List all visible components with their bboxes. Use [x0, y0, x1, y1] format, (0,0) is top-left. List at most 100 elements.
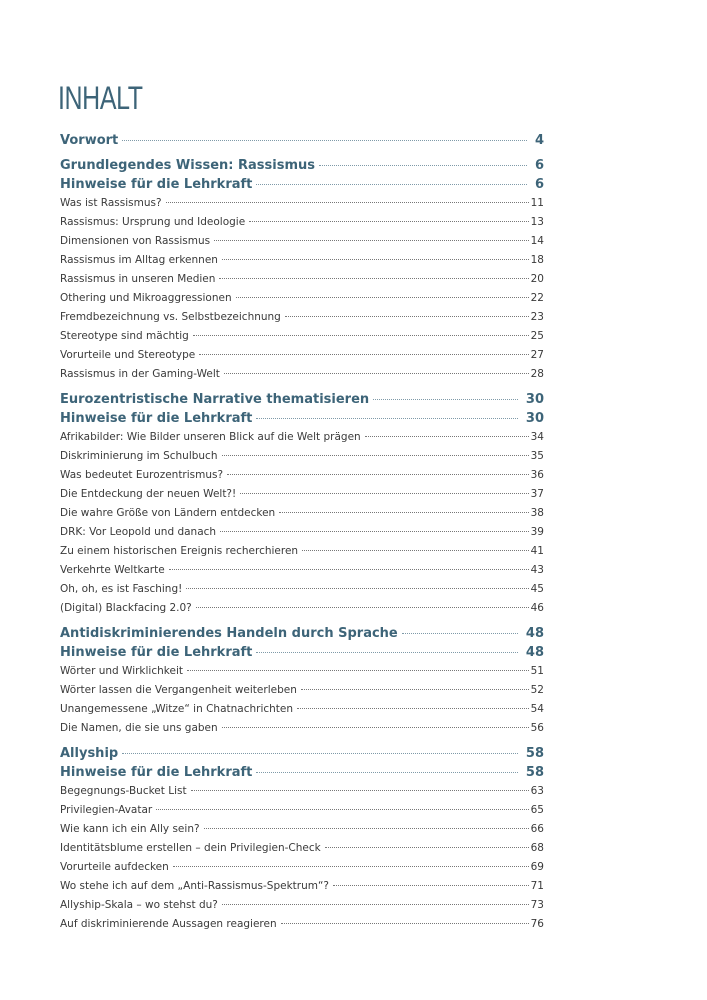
entry-label: Rassismus in der Gaming-Welt	[60, 368, 220, 380]
entry-label: Hinweise für die Lehrkraft	[60, 411, 253, 426]
page-number: 68	[530, 842, 544, 854]
page-number: 13	[530, 216, 544, 228]
toc-entry[interactable]: Die wahre Größe von Ländern entdecken 38	[60, 504, 544, 523]
dot-leader	[256, 184, 527, 185]
dot-leader	[256, 772, 518, 773]
entry-label: Vorwort	[60, 133, 119, 148]
toc-entry[interactable]: Verkehrte Weltkarte 43	[60, 561, 544, 580]
dot-leader	[219, 278, 529, 279]
toc-subheading[interactable]: Hinweise für die Lehrkraft 48	[60, 643, 544, 662]
toc-entry[interactable]: Dimensionen von Rassismus 14	[60, 232, 544, 251]
toc-entry[interactable]: Wie kann ich ein Ally sein? 66	[60, 820, 544, 839]
page-number: 52	[530, 684, 544, 696]
toc-section-heading[interactable]: Grundlegendes Wissen: Rassismus 6	[60, 156, 544, 175]
page-number: 58	[525, 746, 544, 761]
dot-leader	[221, 904, 529, 905]
page-number: 76	[530, 918, 544, 930]
page-number: 6	[534, 177, 544, 192]
dot-leader	[122, 753, 518, 754]
toc-entry[interactable]: Oh, oh, es ist Fasching! 45	[60, 580, 544, 599]
page-number: 27	[530, 349, 544, 361]
entry-label: Identitätsblume erstellen – dein Privile…	[60, 842, 321, 854]
dot-leader	[280, 923, 529, 924]
toc-section-heading[interactable]: Antidiskriminierendes Handeln durch Spra…	[60, 624, 544, 643]
page-number: 14	[530, 235, 544, 247]
toc-entry[interactable]: Die Namen, die sie uns gaben 56	[60, 719, 544, 738]
dot-leader	[240, 493, 529, 494]
entry-label: Wo stehe ich auf dem „Anti-Rassismus-Spe…	[60, 880, 329, 892]
toc-entry[interactable]: Rassismus in unseren Medien 20	[60, 270, 544, 289]
toc-entry[interactable]: Was ist Rassismus? 11	[60, 194, 544, 213]
entry-label: Rassismus in unseren Medien	[60, 273, 216, 285]
entry-label: Hinweise für die Lehrkraft	[60, 765, 253, 780]
toc-entry[interactable]: Diskriminierung im Schulbuch 35	[60, 447, 544, 466]
entry-label: Vorurteile und Stereotype	[60, 349, 196, 361]
page-number: 54	[530, 703, 544, 715]
dot-leader	[223, 373, 529, 374]
toc-entry[interactable]: Identitätsblume erstellen – dein Privile…	[60, 839, 544, 858]
toc-subheading[interactable]: Hinweise für die Lehrkraft 6	[60, 175, 544, 194]
dot-leader	[122, 140, 527, 141]
toc-entry[interactable]: Fremdbezeichnung vs. Selbstbezeichnung 23	[60, 308, 544, 327]
toc-entry[interactable]: Unangemessene „Witze“ in Chatnachrichten…	[60, 700, 544, 719]
toc-entry[interactable]: (Digital) Blackfacing 2.0? 46	[60, 599, 544, 618]
toc-entry[interactable]: Wörter lassen die Vergangenheit weiterle…	[60, 681, 544, 700]
page-number: 39	[530, 526, 544, 538]
toc-entry[interactable]: DRK: Vor Leopold und danach 39	[60, 523, 544, 542]
page-number: 18	[530, 254, 544, 266]
toc-entry[interactable]: Vorurteile und Stereotype 27	[60, 346, 544, 365]
toc-entry[interactable]: Rassismus: Ursprung und Ideologie 13	[60, 213, 544, 232]
toc-entry[interactable]: Stereotype sind mächtig 25	[60, 327, 544, 346]
toc-section-heading[interactable]: Vorwort 4	[60, 131, 544, 150]
toc-subheading[interactable]: Hinweise für die Lehrkraft 58	[60, 763, 544, 782]
toc-entry[interactable]: Privilegien-Avatar 65	[60, 801, 544, 820]
dot-leader	[300, 689, 529, 690]
dot-leader	[168, 569, 529, 570]
page-number: 58	[525, 765, 544, 780]
toc-entry[interactable]: Vorurteile aufdecken 69	[60, 858, 544, 877]
dot-leader	[203, 828, 529, 829]
entry-label: Fremdbezeichnung vs. Selbstbezeichnung	[60, 311, 281, 323]
toc-subheading[interactable]: Hinweise für die Lehrkraft 30	[60, 409, 544, 428]
entry-label: (Digital) Blackfacing 2.0?	[60, 602, 192, 614]
toc-entry[interactable]: Afrikabilder: Wie Bilder unseren Blick a…	[60, 428, 544, 447]
dot-leader	[195, 607, 529, 608]
dot-leader	[319, 165, 527, 166]
toc-entry[interactable]: Allyship-Skala – wo stehst du? 73	[60, 896, 544, 915]
toc-section-heading[interactable]: Allyship 58	[60, 744, 544, 763]
page-number: 65	[530, 804, 544, 816]
page-number: 51	[530, 665, 544, 677]
dot-leader	[401, 633, 518, 634]
table-of-contents: Vorwort 4 Grundlegendes Wissen: Rassismus 6…	[60, 131, 544, 934]
page-title: INHALT	[58, 80, 143, 116]
toc-entry[interactable]: Rassismus in der Gaming-Welt 28	[60, 365, 544, 384]
page-number: 48	[525, 626, 544, 641]
page-number: 22	[530, 292, 544, 304]
toc-entry[interactable]: Wörter und Wirklichkeit 51	[60, 662, 544, 681]
page-number: 73	[530, 899, 544, 911]
dot-leader	[249, 221, 529, 222]
toc-section-heading[interactable]: Eurozentristische Narrative thematisiere…	[60, 390, 544, 409]
page-number: 63	[530, 785, 544, 797]
dot-leader	[221, 455, 529, 456]
page-number: 46	[530, 602, 544, 614]
toc-entry[interactable]: Zu einem historischen Ereignis recherchi…	[60, 542, 544, 561]
entry-label: Vorurteile aufdecken	[60, 861, 169, 873]
entry-label: Begegnungs-Bucket List	[60, 785, 187, 797]
toc-entry[interactable]: Rassismus im Alltag erkennen 18	[60, 251, 544, 270]
entry-label: Dimensionen von Rassismus	[60, 235, 211, 247]
toc-entry[interactable]: Wo stehe ich auf dem „Anti-Rassismus-Spe…	[60, 877, 544, 896]
entry-label: Unangemessene „Witze“ in Chatnachrichten	[60, 703, 294, 715]
dot-leader	[373, 399, 518, 400]
toc-entry[interactable]: Othering und Mikroaggressionen 22	[60, 289, 544, 308]
entry-label: Grundlegendes Wissen: Rassismus	[60, 158, 315, 173]
toc-entry[interactable]: Auf diskriminierende Aussagen reagieren 7…	[60, 915, 544, 934]
toc-entry[interactable]: Die Entdeckung der neuen Welt?! 37	[60, 485, 544, 504]
toc-entry[interactable]: Was bedeutet Eurozentrismus? 36	[60, 466, 544, 485]
page-number: 56	[530, 722, 544, 734]
toc-entry[interactable]: Begegnungs-Bucket List 63	[60, 782, 544, 801]
dot-leader	[256, 652, 518, 653]
entry-label: Stereotype sind mächtig	[60, 330, 189, 342]
dot-leader	[221, 259, 529, 260]
dot-leader	[165, 202, 529, 203]
